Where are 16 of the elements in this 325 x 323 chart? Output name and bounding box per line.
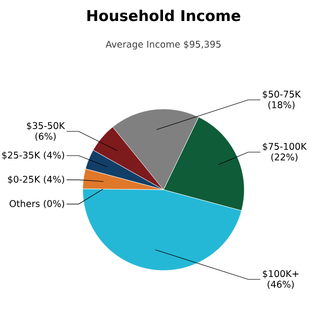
slice-label: $35-50K — [26, 122, 66, 130]
data-label: (22%) — [271, 153, 298, 162]
category-label: Others — [10, 200, 40, 208]
data-label: (6%) — [35, 132, 56, 141]
data-label: (4%) — [44, 151, 64, 160]
slice-label: $0-25K — [8, 176, 40, 184]
slice-label: $50-75K — [262, 90, 301, 99]
data-label: (4%) — [44, 176, 64, 184]
chart-title: Household Income — [87, 10, 240, 22]
data-label: (18%) — [268, 101, 295, 110]
text: (0%) — [44, 200, 64, 208]
data-label: (46%) — [268, 280, 294, 289]
chart-subtitle: Average Income $95,395 — [106, 40, 221, 50]
slice-label: $100K+ — [262, 270, 298, 278]
slice-label: $25-35K — [2, 151, 40, 160]
slice-label: $75-100K — [262, 142, 307, 152]
